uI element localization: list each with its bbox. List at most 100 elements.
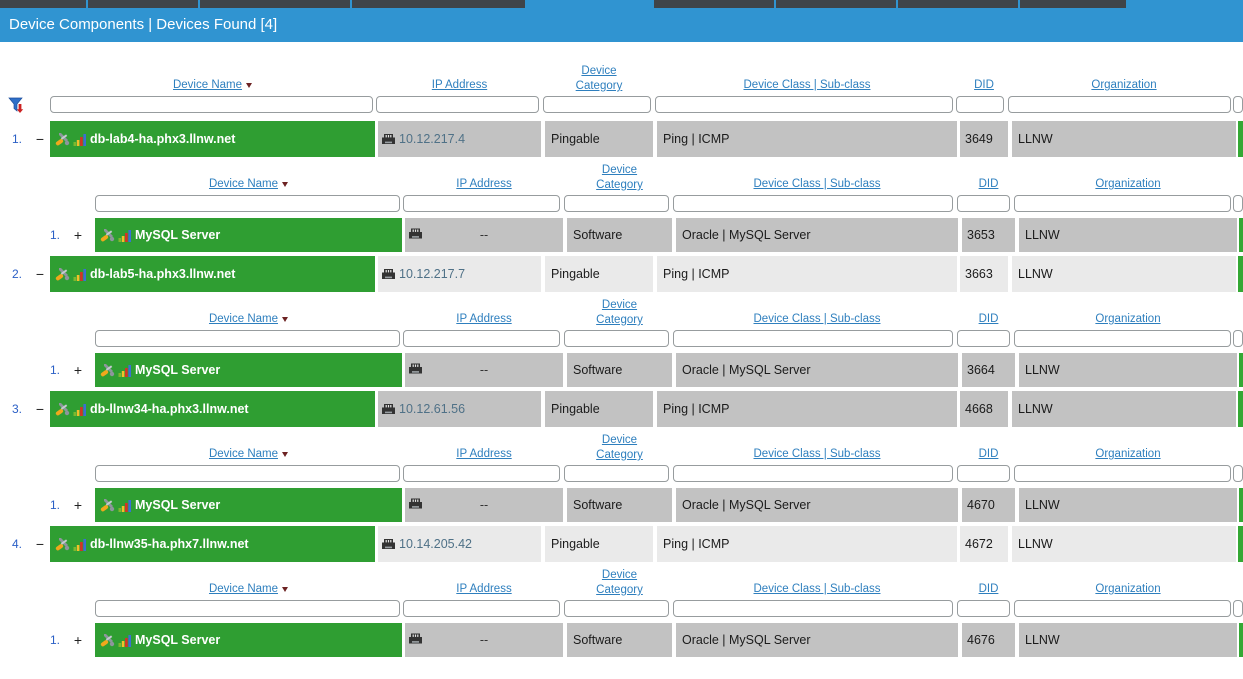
filter-funnel-icon[interactable] [8, 97, 24, 119]
nav-tab[interactable] [88, 0, 198, 8]
device-class-sort-link[interactable]: Device Class | Sub-class [753, 178, 881, 190]
filter-input-ip-address[interactable] [403, 465, 561, 482]
expand-toggle[interactable]: + [73, 632, 83, 648]
ip-address-sort-link[interactable]: IP Address [456, 313, 512, 325]
nav-tab[interactable] [776, 0, 896, 8]
filter-input-did[interactable] [957, 195, 1011, 212]
device-name-cell[interactable]: db-lab5-ha.phx3.llnw.net [50, 256, 375, 292]
ip-address-sort-link[interactable]: IP Address [456, 583, 512, 595]
expand-toggle[interactable]: + [73, 362, 83, 378]
device-class-sort-link[interactable]: Device Class | Sub-class [753, 583, 881, 595]
filter-input-device-category[interactable] [564, 465, 670, 482]
ethernet-port-icon [382, 268, 395, 280]
filter-input-device-category[interactable] [564, 330, 670, 347]
device-name-cell[interactable]: MySQL Server [95, 623, 402, 657]
nav-tab-active[interactable] [527, 0, 654, 8]
device-name-sort-link[interactable]: Device Name [208, 178, 279, 190]
device-name-cell[interactable]: db-llnw35-ha.phx7.llnw.net [50, 526, 375, 562]
expand-toggle[interactable]: + [73, 497, 83, 513]
device-row: 1. − [0, 121, 1243, 157]
device-name-cell[interactable]: db-lab4-ha.phx3.llnw.net [50, 121, 375, 157]
device-name-sort-link[interactable]: Device Name [208, 313, 279, 325]
filter-input-device-name[interactable] [95, 195, 401, 212]
device-name: db-llnw34-ha.phx3.llnw.net [90, 402, 249, 416]
organization-sort-link[interactable]: Organization [1095, 313, 1161, 325]
organization-sort-link[interactable]: Organization [1095, 178, 1161, 190]
device-class-sort-link[interactable]: Device Class | Sub-class [753, 448, 881, 460]
did-sort-link[interactable]: DID [978, 178, 999, 190]
ip-address-sort-link[interactable]: IP Address [456, 448, 512, 460]
filter-input-did[interactable] [957, 465, 1011, 482]
collapse-toggle[interactable]: − [35, 131, 45, 147]
device-category-sort-link[interactable]: Device Category [575, 65, 623, 92]
device-class-sort-link[interactable]: Device Class | Sub-class [743, 79, 871, 91]
filter-input-cropped[interactable] [1233, 330, 1243, 347]
filter-input-cropped[interactable] [1233, 96, 1243, 113]
device-name-sort-link[interactable]: Device Name [172, 79, 243, 91]
collapse-toggle[interactable]: − [35, 401, 45, 417]
filter-input-device-name[interactable] [50, 96, 374, 113]
nav-tab[interactable] [200, 0, 350, 8]
filter-input-device-name[interactable] [95, 600, 401, 617]
filter-input-cropped[interactable] [1233, 600, 1243, 617]
device-class: Oracle | MySQL Server [676, 488, 958, 522]
collapse-toggle[interactable]: − [35, 266, 45, 282]
device-category-sort-link[interactable]: Device Category [596, 569, 643, 596]
device-category-sort-link[interactable]: Device Category [596, 434, 643, 461]
filter-input-ip-address[interactable] [403, 195, 561, 212]
device-name-sort-link[interactable]: Device Name [208, 583, 279, 595]
nav-tab[interactable] [654, 0, 774, 8]
filter-input-cropped[interactable] [1233, 195, 1243, 212]
filter-input-organization[interactable] [1014, 195, 1232, 212]
filter-input-device-name[interactable] [95, 330, 401, 347]
device-name-sort-link[interactable]: Device Name [208, 448, 279, 460]
nav-tab[interactable] [352, 0, 525, 8]
did-sort-link[interactable]: DID [978, 448, 999, 460]
filter-input-device-name[interactable] [95, 465, 401, 482]
filter-input-device-class[interactable] [673, 330, 954, 347]
filter-input-device-class[interactable] [673, 600, 954, 617]
device-category-sort-link[interactable]: Device Category [596, 164, 643, 191]
device-category-sort-link[interactable]: Device Category [596, 299, 643, 326]
ip-address-sort-link[interactable]: IP Address [456, 178, 512, 190]
filter-input-did[interactable] [957, 330, 1011, 347]
device-name-cell[interactable]: db-llnw34-ha.phx3.llnw.net [50, 391, 375, 427]
nav-tab[interactable] [0, 0, 86, 8]
filter-input-organization[interactable] [1014, 465, 1232, 482]
did-sort-link[interactable]: DID [978, 313, 999, 325]
filter-input-organization[interactable] [1014, 330, 1232, 347]
filter-input-ip-address[interactable] [376, 96, 539, 113]
expand-toggle[interactable]: + [73, 227, 83, 243]
filter-input-ip-address[interactable] [403, 600, 561, 617]
ip-address-cell: -- [405, 488, 563, 522]
organization-sort-link[interactable]: Organization [1095, 448, 1161, 460]
state-strip [1239, 218, 1243, 252]
device-name-cell[interactable]: MySQL Server [95, 218, 402, 252]
device-name-cell[interactable]: MySQL Server [95, 353, 402, 387]
organization-sort-link[interactable]: Organization [1095, 583, 1161, 595]
filter-input-organization[interactable] [1008, 96, 1232, 113]
filter-input-device-class[interactable] [673, 465, 954, 482]
filter-input-did[interactable] [957, 600, 1011, 617]
filter-input-device-category[interactable] [564, 195, 670, 212]
ip-address-sort-link[interactable]: IP Address [431, 79, 488, 91]
filter-input-ip-address[interactable] [403, 330, 561, 347]
did-sort-link[interactable]: DID [978, 583, 999, 595]
filter-input-organization[interactable] [1014, 600, 1232, 617]
organization-sort-link[interactable]: Organization [1091, 79, 1157, 91]
nav-tab[interactable] [1020, 0, 1126, 8]
filter-input-did[interactable] [956, 96, 1005, 113]
did-sort-link[interactable]: DID [974, 79, 994, 91]
filter-input-device-category[interactable] [542, 96, 651, 113]
ethernet-port-icon [382, 403, 395, 415]
device-name-cell[interactable]: MySQL Server [95, 488, 402, 522]
collapse-toggle[interactable]: − [35, 536, 45, 552]
did: 3649 [960, 121, 1008, 157]
nav-tab[interactable] [898, 0, 1018, 8]
filter-input-device-category[interactable] [564, 600, 670, 617]
filter-input-cropped[interactable] [1233, 465, 1243, 482]
filter-input-device-class[interactable] [654, 96, 954, 113]
bar-graph-icon [118, 364, 132, 377]
device-class-sort-link[interactable]: Device Class | Sub-class [753, 313, 881, 325]
filter-input-device-class[interactable] [673, 195, 954, 212]
